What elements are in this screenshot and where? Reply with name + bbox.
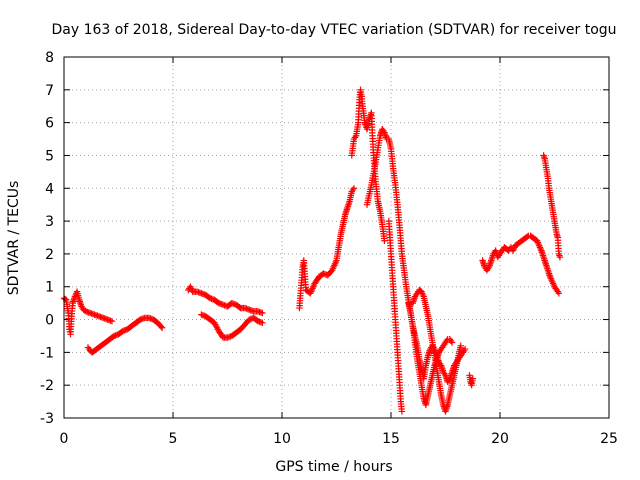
data-points <box>60 86 564 415</box>
series-seg-c <box>185 283 266 317</box>
y-tick-label: 6 <box>45 116 54 132</box>
x-tick-label: 0 <box>60 431 69 447</box>
x-axis-label: GPS time / hours <box>275 459 392 475</box>
series-seg-a <box>60 288 116 338</box>
series-seg-g <box>385 217 406 415</box>
chart-title: Day 163 of 2018, Sidereal Day-to-day VTE… <box>51 22 616 38</box>
x-tick-label: 15 <box>382 431 400 447</box>
y-tick-label: 3 <box>45 214 54 230</box>
y-tick-label: 2 <box>45 247 54 263</box>
y-tick-label: -2 <box>40 378 54 394</box>
y-tick-label: -3 <box>40 411 54 427</box>
x-tick-label: 20 <box>491 431 509 447</box>
data-point <box>157 323 165 330</box>
series-seg-m <box>540 152 564 261</box>
data-point <box>108 317 116 325</box>
y-tick-label: 7 <box>45 83 54 99</box>
x-tick-label: 5 <box>169 431 178 447</box>
x-tick-label: 10 <box>273 431 291 447</box>
y-tick-label: -1 <box>40 345 54 361</box>
series-seg-d <box>198 311 266 341</box>
data-point <box>381 237 388 244</box>
y-tick-label: 1 <box>45 280 54 296</box>
series-seg-j <box>409 286 464 415</box>
y-tick-label: 0 <box>45 313 54 329</box>
tick-labels: 0 5 10 15 20 25 -3 -2 -1 0 1 2 3 4 5 6 7 8 <box>40 50 618 447</box>
plot-frame <box>63 56 610 419</box>
data-point <box>259 309 266 317</box>
data-point <box>158 324 166 331</box>
data-point <box>259 319 266 327</box>
series-seg-f <box>348 86 388 244</box>
y-axis-label: SDTVAR / TECUs <box>6 181 22 296</box>
x-tick-label: 25 <box>600 431 618 447</box>
series-seg-b <box>84 314 166 356</box>
series-seg-l <box>479 232 563 297</box>
data-point <box>350 185 358 192</box>
series-seg-e <box>296 185 358 312</box>
data-point <box>398 408 406 415</box>
data-point <box>457 342 464 349</box>
data-point <box>555 290 563 297</box>
data-point <box>61 295 69 303</box>
data-point <box>556 253 564 261</box>
y-tick-label: 4 <box>45 181 54 197</box>
series-seg-k <box>466 372 476 389</box>
data-point <box>461 345 469 353</box>
y-tick-label: 8 <box>45 50 54 66</box>
data-point <box>448 339 456 346</box>
y-tick-label: 5 <box>45 148 54 164</box>
data-point <box>469 375 476 382</box>
